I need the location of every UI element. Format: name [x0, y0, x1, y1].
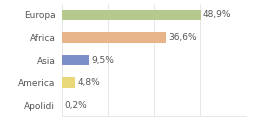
Text: 4,8%: 4,8%	[78, 78, 100, 87]
Text: 36,6%: 36,6%	[168, 33, 197, 42]
Text: 9,5%: 9,5%	[91, 55, 114, 65]
Text: 0,2%: 0,2%	[64, 101, 87, 110]
Text: 48,9%: 48,9%	[203, 10, 231, 19]
Bar	[62, 78, 75, 88]
Bar	[62, 10, 201, 20]
Bar	[62, 32, 166, 42]
Bar	[62, 55, 88, 65]
